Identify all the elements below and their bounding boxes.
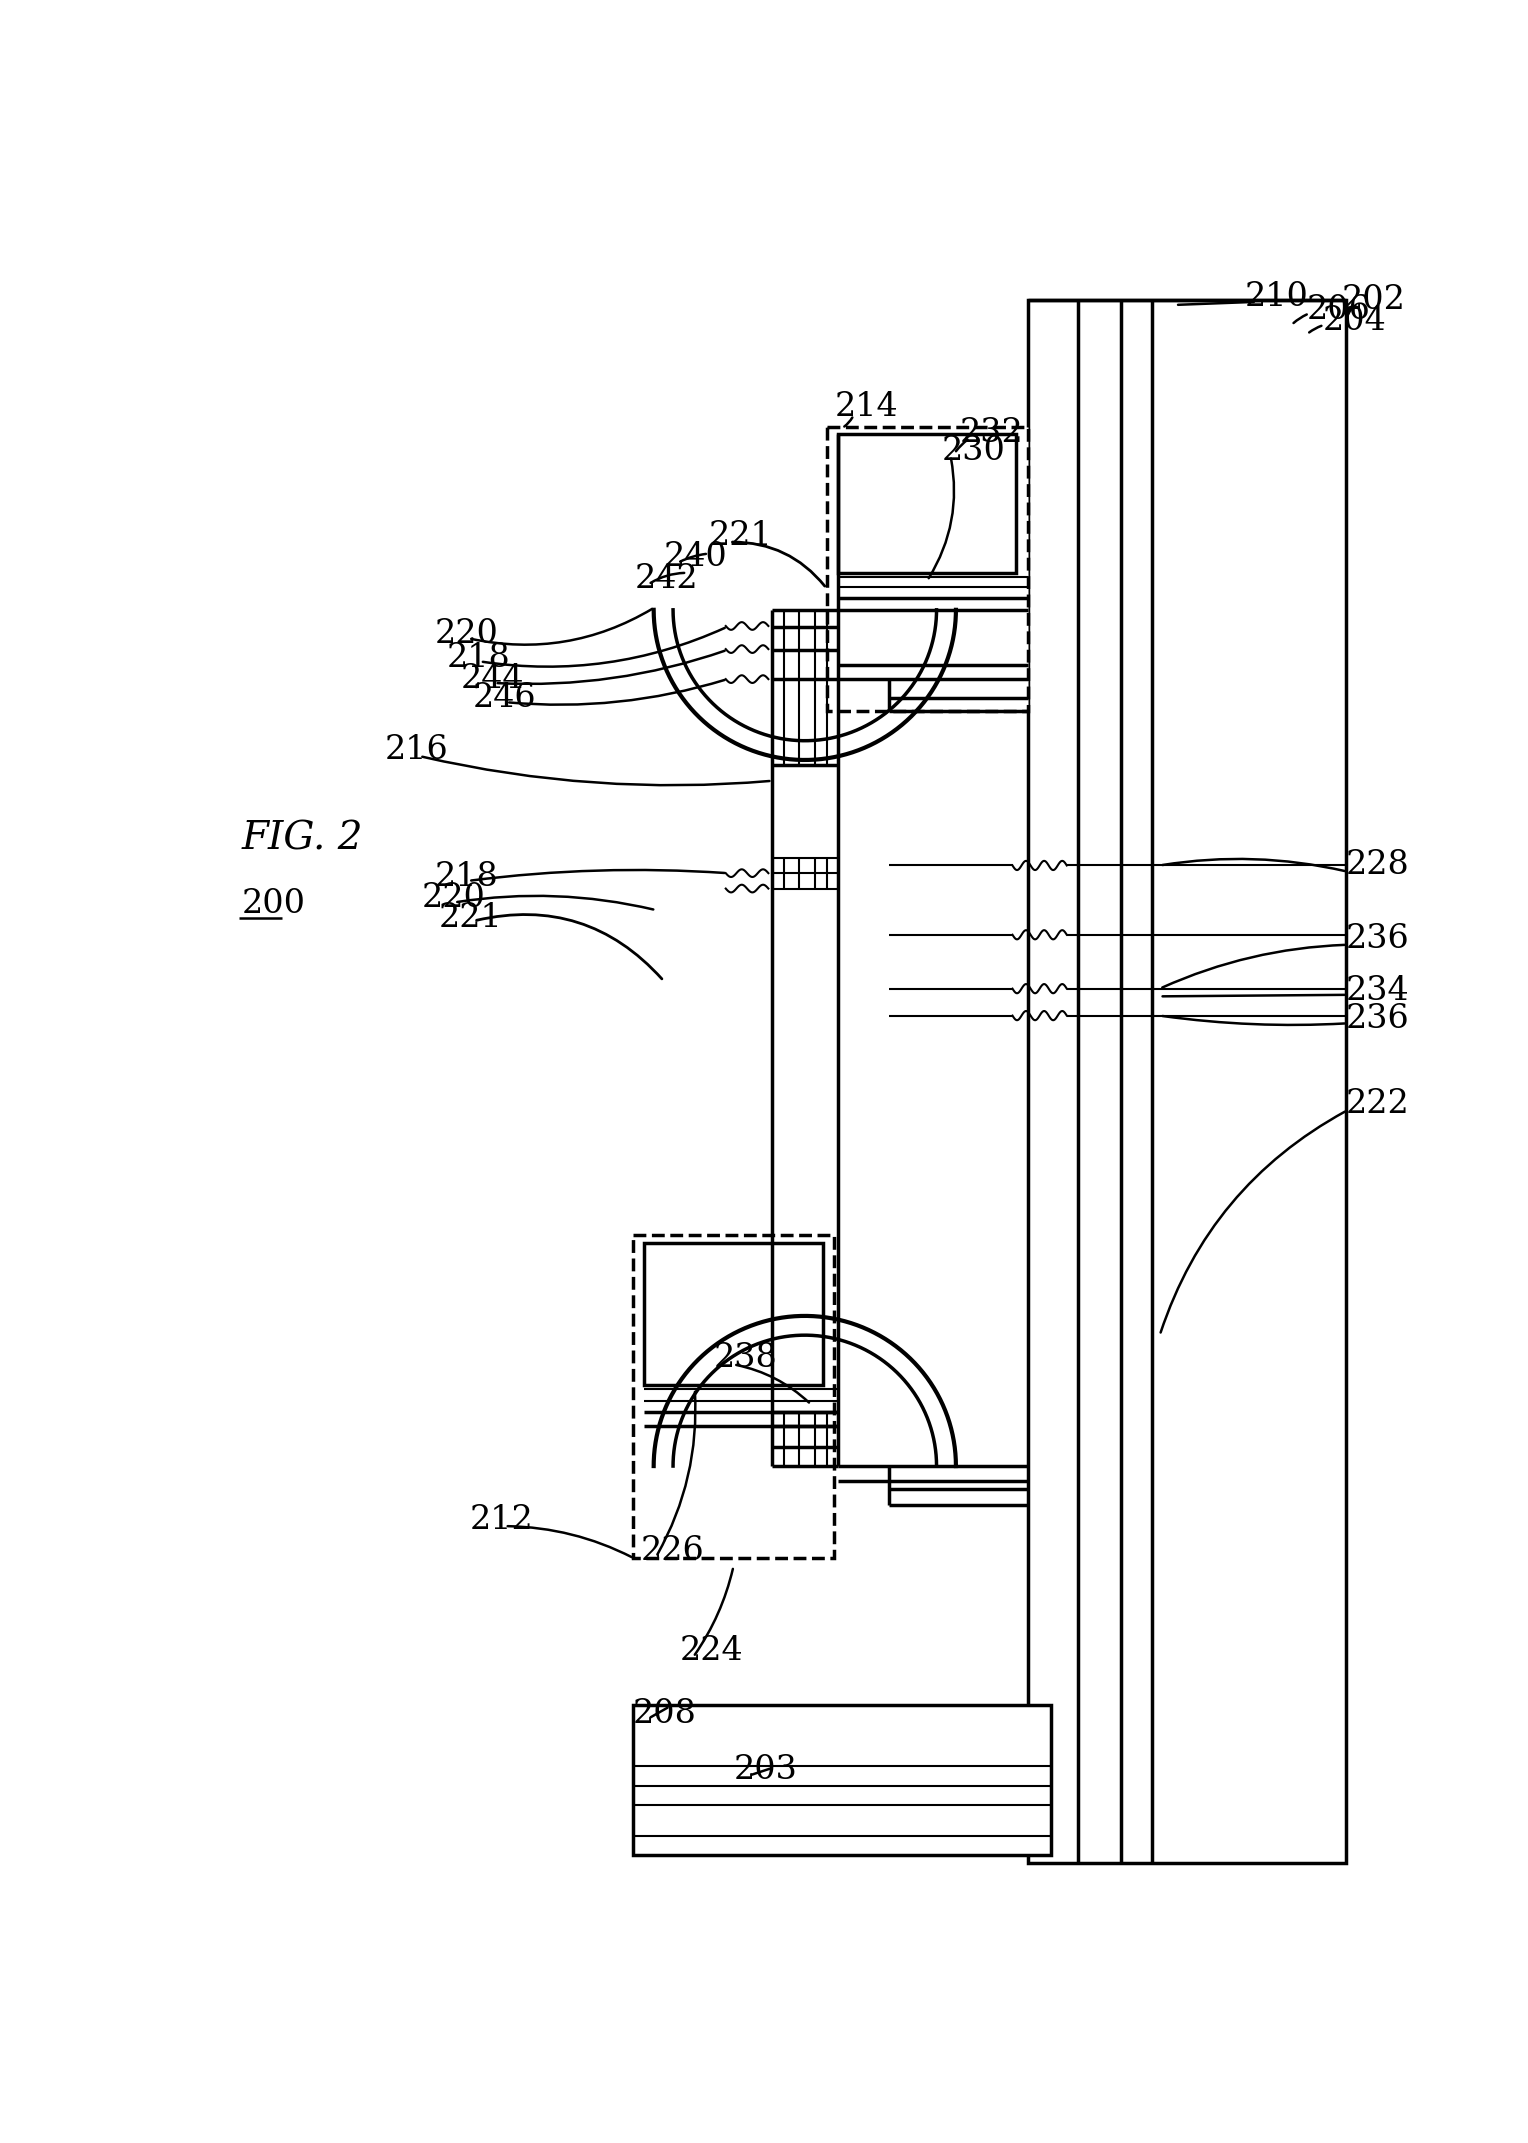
- FancyArrowPatch shape: [736, 1365, 808, 1402]
- FancyArrowPatch shape: [845, 418, 853, 426]
- Text: 238: 238: [714, 1342, 778, 1374]
- FancyArrowPatch shape: [1178, 302, 1254, 304]
- Text: 221: 221: [439, 902, 503, 934]
- Text: 214: 214: [834, 392, 898, 424]
- Text: 246: 246: [472, 681, 536, 714]
- Text: 220: 220: [422, 881, 486, 913]
- FancyArrowPatch shape: [680, 553, 706, 561]
- FancyArrowPatch shape: [732, 542, 825, 585]
- FancyArrowPatch shape: [651, 572, 685, 583]
- Text: 244: 244: [461, 662, 524, 694]
- FancyArrowPatch shape: [422, 756, 770, 784]
- FancyArrowPatch shape: [1161, 1112, 1345, 1333]
- Bar: [839, 435, 1016, 572]
- FancyArrowPatch shape: [1163, 945, 1345, 988]
- FancyArrowPatch shape: [1294, 315, 1306, 324]
- FancyArrowPatch shape: [509, 679, 724, 705]
- Text: 240: 240: [663, 542, 727, 574]
- FancyArrowPatch shape: [651, 1708, 668, 1717]
- FancyArrowPatch shape: [1348, 309, 1351, 317]
- Text: 216: 216: [385, 733, 449, 765]
- Text: 221: 221: [709, 521, 773, 553]
- FancyArrowPatch shape: [477, 915, 662, 979]
- Bar: [827, 426, 1028, 711]
- Text: 200: 200: [241, 887, 306, 919]
- FancyArrowPatch shape: [752, 1768, 770, 1774]
- FancyArrowPatch shape: [471, 870, 724, 881]
- Text: 220: 220: [435, 619, 500, 651]
- Bar: [633, 1706, 1051, 1856]
- Text: FIG. 2: FIG. 2: [241, 821, 362, 857]
- Bar: [645, 1243, 822, 1384]
- FancyArrowPatch shape: [695, 1569, 733, 1654]
- Text: 218: 218: [435, 861, 498, 894]
- FancyArrowPatch shape: [1163, 1016, 1345, 1024]
- FancyArrowPatch shape: [1163, 859, 1345, 870]
- Text: 228: 228: [1346, 849, 1409, 881]
- Text: 232: 232: [960, 416, 1024, 448]
- FancyArrowPatch shape: [1309, 326, 1322, 332]
- FancyArrowPatch shape: [483, 628, 724, 666]
- Text: 230: 230: [941, 435, 1005, 467]
- FancyArrowPatch shape: [457, 896, 654, 909]
- Text: 203: 203: [733, 1755, 798, 1787]
- Text: 208: 208: [633, 1697, 697, 1729]
- FancyArrowPatch shape: [507, 1526, 633, 1558]
- Bar: [1028, 300, 1346, 1862]
- FancyArrowPatch shape: [471, 609, 652, 645]
- Bar: [633, 1234, 834, 1558]
- Text: 242: 242: [634, 564, 698, 596]
- Text: 210: 210: [1245, 281, 1309, 313]
- Text: 204: 204: [1323, 304, 1386, 336]
- Text: 222: 222: [1346, 1089, 1409, 1121]
- Text: 206: 206: [1306, 294, 1371, 326]
- Text: 236: 236: [1346, 1003, 1409, 1035]
- Text: 212: 212: [471, 1504, 533, 1537]
- Text: 236: 236: [1346, 924, 1409, 954]
- FancyArrowPatch shape: [929, 459, 953, 579]
- Text: 218: 218: [446, 641, 510, 673]
- Text: 226: 226: [640, 1534, 704, 1567]
- FancyArrowPatch shape: [957, 439, 967, 452]
- Text: 224: 224: [680, 1635, 743, 1667]
- FancyArrowPatch shape: [498, 651, 724, 684]
- Text: 234: 234: [1346, 975, 1409, 1007]
- Text: 202: 202: [1342, 283, 1406, 315]
- FancyArrowPatch shape: [657, 1391, 695, 1554]
